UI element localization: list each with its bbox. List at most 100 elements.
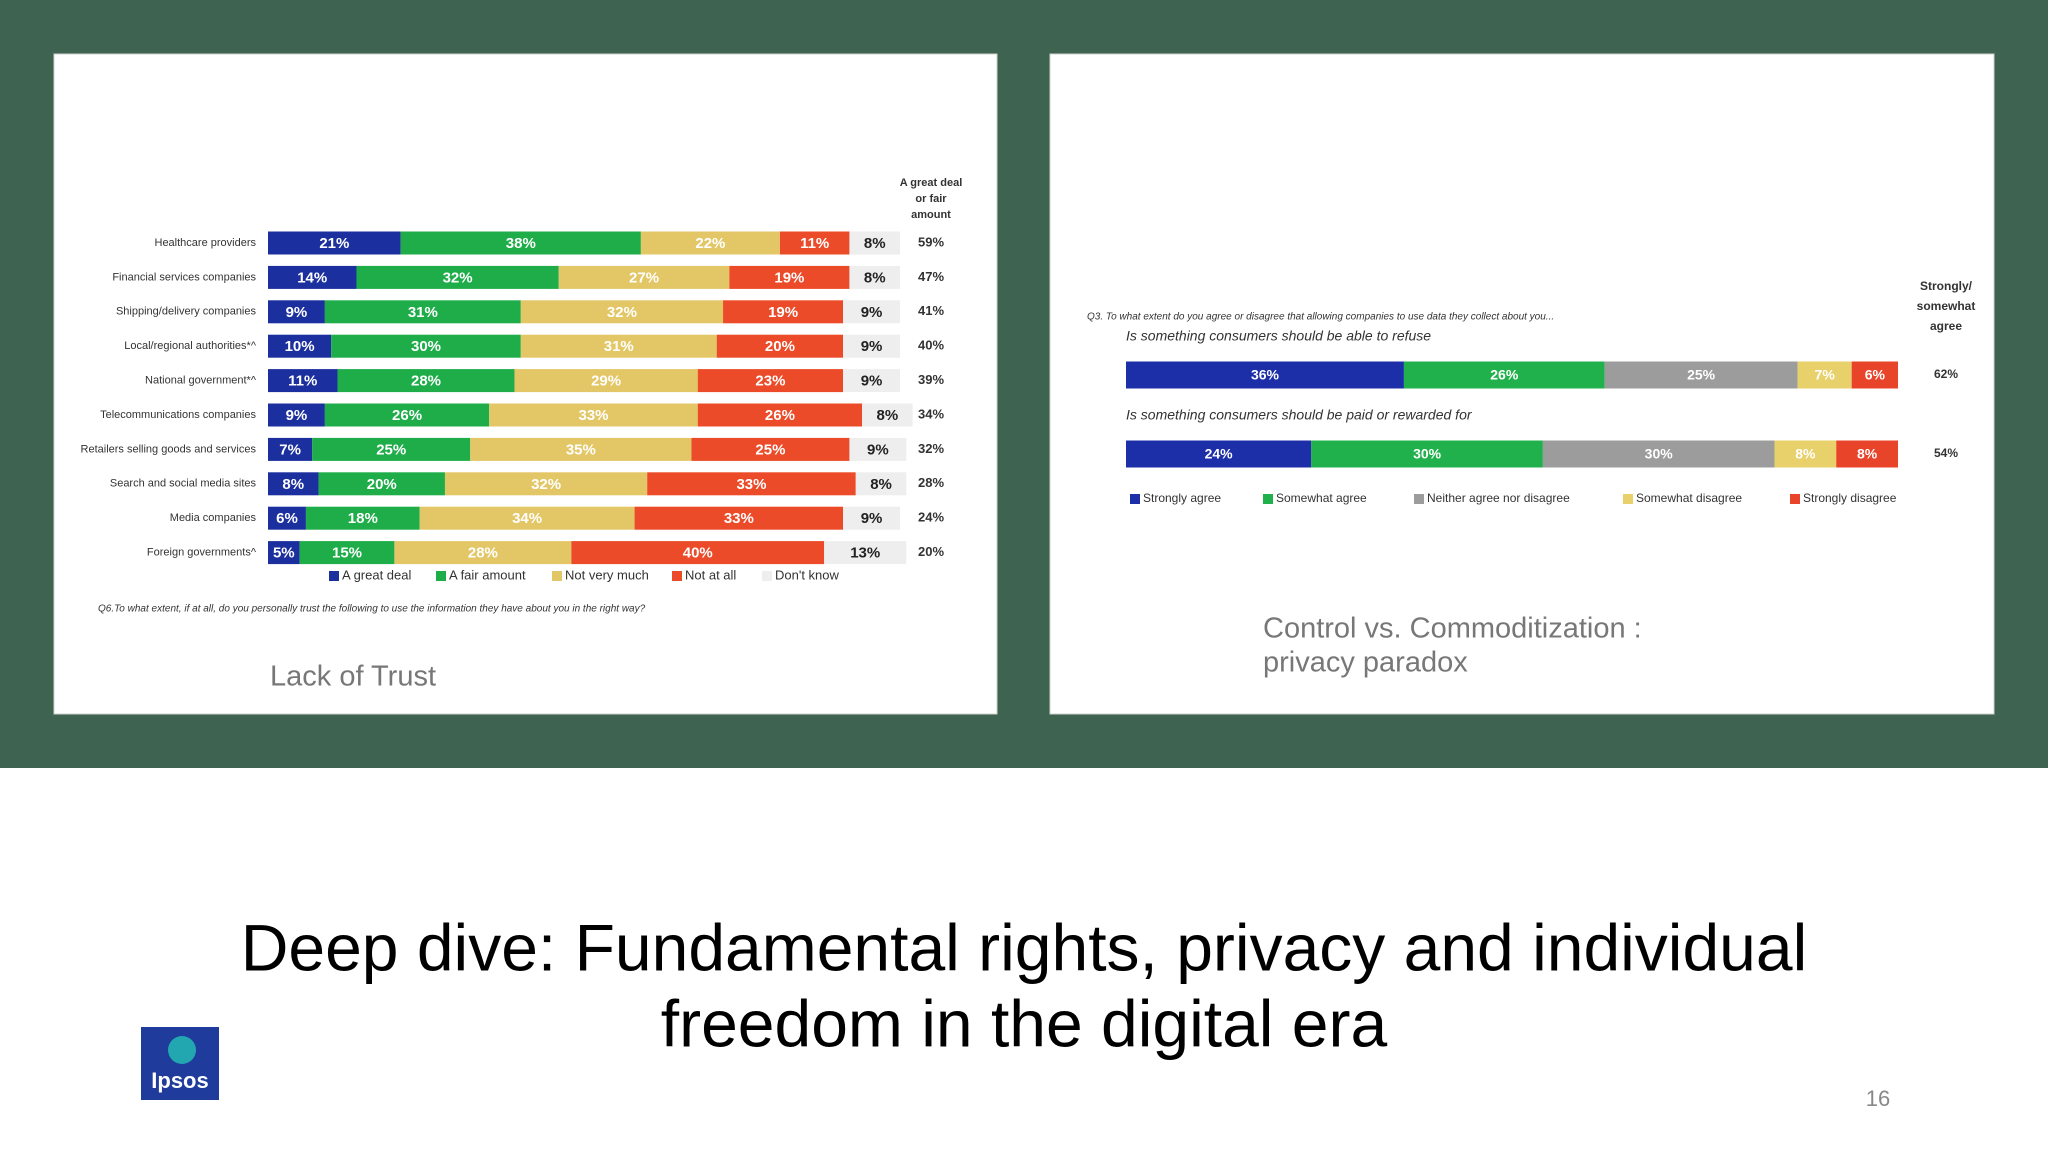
bar-segment: [1851, 361, 1898, 389]
total-value: 28%: [918, 475, 944, 490]
value-label: 9%: [861, 373, 883, 390]
value-label: 15%: [332, 545, 362, 562]
bar-segment: [356, 265, 559, 289]
value-label: 18%: [348, 510, 378, 527]
category-label: Media companies: [170, 512, 257, 524]
category-label: Local/regional authorities*^: [124, 340, 257, 352]
bar-segment: [647, 472, 856, 496]
value-label: 22%: [695, 235, 725, 252]
bar-segment: [571, 541, 825, 565]
value-label: 9%: [286, 304, 308, 321]
bar-segment: [1797, 361, 1852, 389]
value-label: 10%: [285, 338, 315, 355]
value-label: 32%: [607, 304, 637, 321]
bar-segment: [634, 506, 844, 530]
legend-swatch: [1130, 494, 1140, 504]
value-label: 8%: [877, 407, 899, 424]
bar-segment: [1774, 440, 1837, 468]
value-label: 28%: [468, 545, 498, 562]
bar-segment: [855, 472, 907, 496]
value-label: 5%: [273, 545, 295, 562]
value-label: 33%: [578, 407, 608, 424]
legend-label: Strongly agree: [1143, 491, 1221, 505]
bar-segment: [1542, 440, 1775, 468]
total-value: 41%: [918, 303, 944, 318]
slide-title: freedom in the digital era: [661, 986, 1388, 1060]
value-label: 14%: [297, 269, 327, 286]
value-label: 6%: [1865, 367, 1886, 383]
legend-swatch: [1414, 494, 1424, 504]
category-label: Retailers selling goods and services: [81, 443, 257, 455]
total-value: 24%: [918, 510, 944, 525]
bar-segment: [331, 334, 521, 358]
total-value: 34%: [918, 406, 944, 421]
bar-segment: [268, 369, 338, 393]
value-label: 25%: [755, 441, 785, 458]
category-label: Healthcare providers: [155, 237, 257, 249]
value-label: 31%: [408, 304, 438, 321]
value-label: 26%: [1490, 367, 1519, 383]
logo: Ipsos: [151, 1068, 208, 1093]
total-value: 47%: [918, 269, 944, 284]
bar-segment: [1836, 440, 1898, 468]
bar-segment: [697, 369, 844, 393]
bar-segment: [729, 265, 850, 289]
value-label: 33%: [736, 476, 766, 493]
total-value: 62%: [1934, 367, 1958, 381]
value-label: 8%: [870, 476, 892, 493]
total-header: amount: [911, 209, 951, 221]
value-label: 11%: [288, 373, 317, 390]
value-label: 33%: [724, 510, 754, 527]
value-label: 11%: [800, 235, 829, 252]
value-label: 26%: [392, 407, 422, 424]
legend-label: A fair amount: [449, 567, 526, 582]
bar-segment: [337, 369, 515, 393]
value-label: 9%: [867, 441, 889, 458]
value-label: 19%: [774, 269, 804, 286]
bar-segment: [268, 541, 300, 565]
bar-segment: [849, 231, 900, 255]
value-label: 34%: [512, 510, 542, 527]
bar-segment: [520, 334, 717, 358]
page-number: 16: [1866, 1086, 1890, 1111]
footnote: Q6.To what extent, if at all, do you per…: [98, 604, 646, 615]
value-label: 30%: [411, 338, 441, 355]
value-label: 35%: [566, 441, 596, 458]
value-label: 31%: [604, 338, 634, 355]
total-value: 39%: [918, 372, 944, 387]
slide-title: Deep dive: Fundamental rights, privacy a…: [241, 910, 1808, 984]
bar-segment: [691, 437, 850, 461]
value-label: 26%: [765, 407, 795, 424]
legend-swatch: [436, 571, 446, 581]
bar-segment: [1126, 361, 1404, 389]
bar-segment: [558, 265, 730, 289]
value-label: 40%: [683, 545, 713, 562]
legend-label: Not at all: [685, 567, 736, 582]
value-label: 32%: [531, 476, 561, 493]
value-label: 23%: [755, 373, 785, 390]
value-label: 27%: [629, 269, 659, 286]
value-label: 28%: [411, 373, 441, 390]
bar-segment: [697, 403, 863, 427]
value-label: 38%: [506, 235, 536, 252]
bar-segment: [489, 403, 698, 427]
value-label: 30%: [1645, 446, 1674, 462]
bar-segment: [268, 403, 325, 427]
bar-segment: [1311, 440, 1543, 468]
bar-segment: [324, 300, 521, 324]
total-value: 54%: [1934, 446, 1958, 460]
bar-segment: [779, 231, 850, 255]
category-label: Is something consumers should be able to…: [1126, 328, 1431, 344]
bar-segment: [514, 369, 698, 393]
legend-label: A great deal: [342, 567, 411, 582]
legend-label: Don't know: [775, 567, 840, 582]
category-label: Is something consumers should be paid or…: [1126, 407, 1473, 423]
category-label: Foreign governments^: [147, 547, 257, 559]
legend-swatch: [762, 571, 772, 581]
total-header: somewhat: [1917, 299, 1976, 313]
legend-swatch: [1790, 494, 1800, 504]
value-label: 9%: [861, 304, 883, 321]
value-label: 6%: [276, 510, 298, 527]
bar-segment: [324, 403, 490, 427]
